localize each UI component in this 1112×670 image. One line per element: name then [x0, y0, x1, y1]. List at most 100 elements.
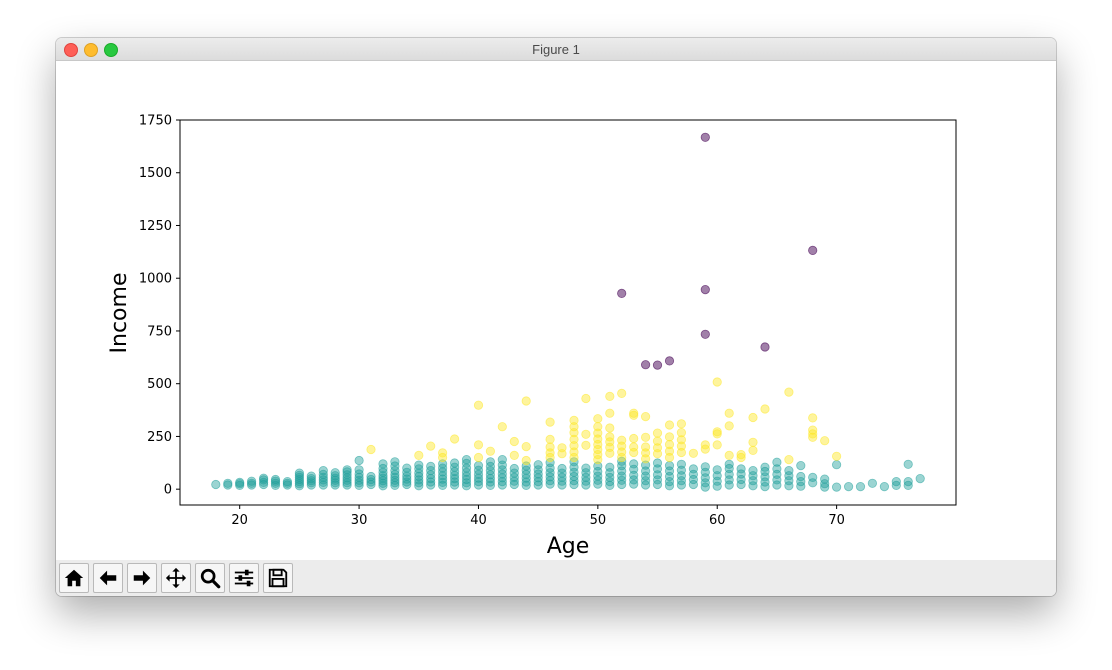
data-point — [378, 481, 388, 491]
data-point — [426, 441, 436, 451]
back-button[interactable] — [93, 563, 123, 593]
data-point — [449, 473, 460, 484]
data-point — [342, 470, 352, 480]
data-point — [318, 469, 328, 479]
configure-subplots-button[interactable] — [229, 563, 259, 593]
title-bar[interactable]: Figure 1 — [56, 38, 1056, 61]
data-point — [605, 480, 615, 490]
data-point — [461, 454, 472, 465]
data-point — [557, 463, 567, 474]
data-point — [473, 480, 484, 490]
data-point — [629, 408, 639, 418]
close-window-button[interactable] — [64, 43, 78, 57]
data-point — [652, 443, 663, 453]
x-tick-label: 60 — [709, 513, 726, 528]
data-point — [664, 432, 675, 442]
data-point — [497, 473, 507, 483]
data-point — [664, 466, 675, 476]
data-point — [748, 476, 758, 486]
zoom-button[interactable] — [195, 563, 225, 593]
data-point — [581, 429, 591, 439]
data-point — [784, 454, 794, 465]
x-tick-label: 70 — [828, 513, 845, 528]
data-point — [712, 377, 722, 387]
data-point — [760, 404, 770, 414]
data-point — [509, 468, 519, 478]
y-tick-label: 750 — [147, 324, 172, 339]
data-point — [724, 421, 734, 431]
data-point — [640, 460, 651, 470]
data-point — [247, 476, 257, 486]
data-point — [354, 480, 364, 490]
data-point — [294, 470, 304, 480]
sliders-icon — [234, 569, 254, 587]
data-point — [784, 481, 794, 491]
data-point — [700, 478, 710, 488]
data-point — [593, 414, 603, 424]
data-point — [318, 477, 328, 487]
data-point — [724, 450, 734, 460]
data-point — [318, 472, 328, 482]
data-point — [724, 480, 734, 490]
data-point — [449, 477, 460, 487]
data-point — [366, 471, 376, 482]
data-point — [617, 288, 627, 298]
data-point — [676, 459, 687, 469]
data-point — [545, 468, 555, 478]
data-point — [378, 459, 388, 469]
data-point — [223, 478, 233, 488]
pan-button[interactable] — [161, 563, 191, 593]
data-point — [330, 468, 340, 478]
data-point — [796, 471, 806, 482]
data-point — [676, 427, 687, 438]
data-point — [390, 465, 400, 476]
data-point — [354, 472, 364, 482]
data-point — [664, 439, 675, 450]
data-point — [414, 471, 424, 482]
data-point — [593, 454, 603, 465]
data-point — [676, 441, 687, 451]
maximize-window-button[interactable] — [104, 43, 118, 57]
data-point — [449, 480, 460, 490]
data-point — [473, 476, 484, 487]
data-point — [569, 441, 579, 451]
forward-button[interactable] — [127, 563, 157, 593]
data-point — [461, 478, 472, 488]
y-tick-label: 0 — [164, 483, 172, 498]
floppy-disk-icon — [268, 568, 288, 588]
scatter-chart[interactable]: 20 30 40 50 60 70 02505007501000125015001750 … — [56, 60, 1056, 560]
data-point — [640, 360, 651, 370]
minimize-window-button[interactable] — [84, 43, 98, 57]
data-point — [605, 423, 615, 433]
data-point — [593, 428, 603, 438]
data-point — [545, 479, 555, 489]
data-point — [784, 465, 794, 476]
data-point — [700, 329, 710, 339]
data-point — [784, 387, 794, 397]
data-point — [736, 469, 746, 479]
data-point — [509, 463, 519, 474]
move-icon — [165, 567, 187, 589]
data-point — [772, 480, 782, 490]
data-point — [700, 440, 710, 450]
navigation-toolbar — [56, 560, 1056, 596]
data-point — [390, 457, 400, 467]
save-button[interactable] — [263, 563, 293, 593]
data-point — [808, 245, 818, 255]
data-point — [629, 459, 639, 469]
data-point — [652, 436, 663, 446]
data-point — [676, 447, 687, 458]
data-point — [605, 432, 615, 442]
data-point — [259, 479, 269, 490]
data-point — [820, 436, 830, 446]
data-point — [664, 476, 675, 487]
data-point — [724, 408, 734, 418]
data-point — [437, 452, 448, 463]
data-point — [557, 443, 567, 453]
home-button[interactable] — [59, 563, 89, 593]
data-point — [545, 442, 555, 452]
y-axis-label: Income — [107, 273, 132, 354]
data-point — [867, 478, 878, 488]
data-point — [545, 417, 555, 427]
data-point — [461, 474, 472, 485]
